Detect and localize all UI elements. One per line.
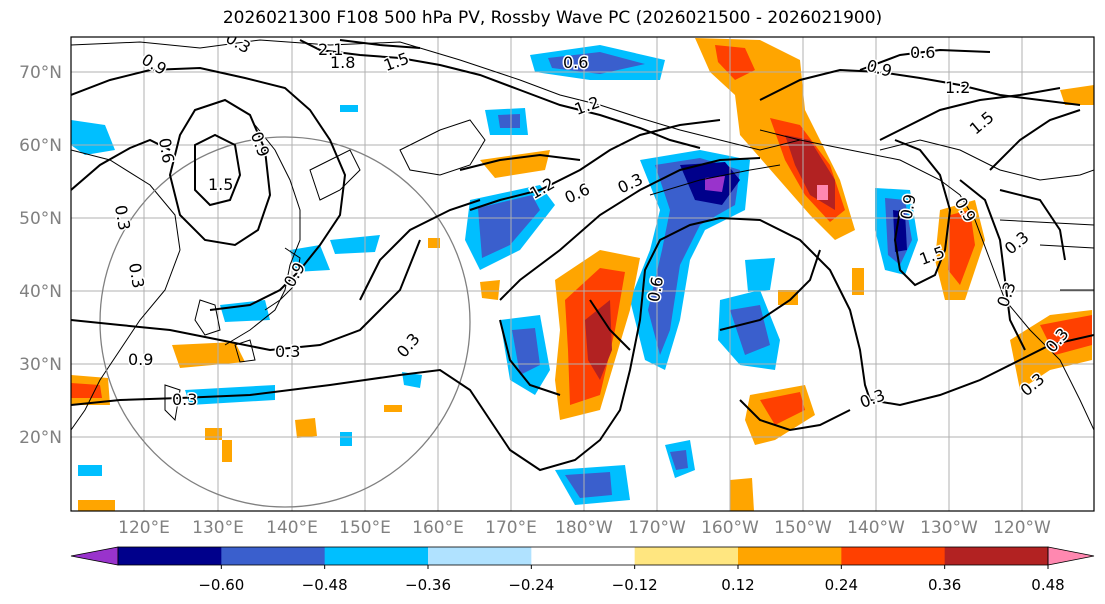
lat-label: 40°N [19, 282, 62, 302]
colorbar-segments [70, 546, 1095, 566]
colorbar-segment [944, 547, 1049, 565]
colorbar-tick-label: −0.12 [612, 576, 658, 594]
anomaly-blob [480, 150, 550, 178]
anomaly-blob [480, 280, 500, 300]
anomaly-blob [71, 120, 115, 155]
lat-label: 70°N [19, 63, 62, 83]
colorbar-segment [634, 547, 739, 565]
lat-label: 30°N [19, 355, 62, 375]
anomaly-blob [330, 235, 380, 254]
lon-label: 130°E [192, 518, 244, 538]
anomaly-blob [172, 342, 245, 368]
lon-label: 130°W [920, 518, 978, 538]
colorbar-ticks: −0.60 −0.48 −0.36 −0.24 −0.12 0.12 0.24 0.36 0.4… [198, 565, 1065, 594]
colorbar-extension-min [70, 546, 119, 566]
anomaly-blob [705, 176, 725, 192]
contour-label: 2.1 [318, 40, 343, 59]
anomaly-blob [760, 392, 805, 425]
longitude-labels: 120°E 130°E 140°E 150°E 160°E 170°E 180°… [118, 518, 1051, 538]
colorbar: −0.60 −0.48 −0.36 −0.24 −0.12 0.12 0.24 0.36 0.4… [70, 546, 1095, 594]
contour-label: 0.9 [128, 350, 153, 369]
lon-label: 140°E [266, 518, 318, 538]
colorbar-tick-label: −0.24 [508, 576, 554, 594]
colorbar-tick-label: −0.60 [198, 576, 244, 594]
anomaly-blob [71, 383, 102, 398]
lat-label: 50°N [19, 209, 62, 229]
anomaly-blob [340, 432, 352, 446]
anomaly-blob [78, 500, 115, 511]
anomaly-blob [340, 105, 358, 112]
anomaly-blob [498, 114, 520, 128]
lon-label: 140°W [847, 518, 905, 538]
colorbar-tick-label: −0.48 [302, 576, 348, 594]
contour-label: 0.6 [563, 53, 588, 72]
contour-label: 0.3 [111, 204, 134, 232]
anomaly-blob [402, 372, 422, 388]
anomaly-blob [730, 305, 770, 355]
contour-label: 1.5 [208, 175, 233, 194]
colorbar-segment [738, 547, 842, 565]
anomaly-blob [670, 450, 688, 470]
lon-label: 160°E [412, 518, 464, 538]
anomaly-blob [778, 290, 798, 305]
anomaly-blob [295, 418, 317, 438]
lon-label: 150°W [774, 518, 832, 538]
colorbar-frame [117, 546, 1049, 566]
anomaly-blob [730, 478, 754, 511]
colorbar-segment [118, 547, 222, 565]
colorbar-segment [841, 547, 946, 565]
anomaly-blob [428, 238, 440, 248]
lat-label: 20°N [19, 428, 62, 448]
colorbar-tick-label: 0.48 [1031, 576, 1064, 594]
lon-label: 180°W [555, 518, 613, 538]
anomaly-blob [78, 465, 102, 476]
map-title: 2026021300 F108 500 hPa PV, Rossby Wave … [222, 8, 883, 28]
anomaly-blob [548, 52, 645, 74]
contour-label: 1.2 [945, 78, 970, 97]
map-frame [70, 36, 1095, 512]
lon-label: 120°E [118, 518, 170, 538]
lon-label: 120°W [993, 518, 1051, 538]
contour-label: 0.6 [155, 136, 178, 164]
colorbar-segment [531, 547, 636, 565]
anomaly-blob [205, 428, 222, 440]
anomaly-blob [220, 300, 270, 322]
pv-contours [71, 39, 1094, 472]
contour-label: 1.8 [330, 53, 355, 72]
colorbar-segment [428, 547, 532, 565]
anomaly-blob [384, 405, 402, 412]
lon-label: 170°W [628, 518, 686, 538]
colorbar-tick-label: 0.36 [928, 576, 961, 594]
anomaly-blob [478, 195, 540, 258]
lat-label: 60°N [19, 136, 62, 156]
colorbar-tick-label: 0.12 [721, 576, 754, 594]
colorbar-segment [324, 547, 429, 565]
anomaly-blob [745, 258, 775, 292]
anomaly-blob [222, 440, 232, 462]
latitude-labels: 70°N 60°N 50°N 40°N 30°N 20°N [19, 63, 62, 448]
anomaly-blob [948, 210, 975, 285]
contour-label: 0.3 [275, 342, 300, 361]
colorbar-segment [221, 547, 326, 565]
contour-label: 0.6 [910, 43, 935, 62]
anomaly-blob [585, 300, 612, 380]
anomaly-blob [512, 328, 540, 375]
anomaly-blob [565, 472, 612, 498]
coastlines [71, 39, 1094, 431]
anomaly-blob [715, 45, 755, 80]
lon-label: 170°E [485, 518, 537, 538]
lon-label: 150°E [339, 518, 391, 538]
anomaly-blob [1060, 85, 1094, 105]
anomaly-blob [852, 268, 864, 295]
colorbar-extension-max [1047, 546, 1095, 566]
anomaly-blob [893, 210, 907, 252]
colorbar-tick-label: −0.36 [405, 576, 451, 594]
colorbar-tick-label: 0.24 [825, 576, 858, 594]
contour-label: 0.3 [172, 390, 197, 409]
graticule [71, 37, 1094, 511]
anomaly-blob [817, 185, 828, 200]
lon-label: 160°W [701, 518, 759, 538]
anomaly-blob [648, 158, 740, 355]
